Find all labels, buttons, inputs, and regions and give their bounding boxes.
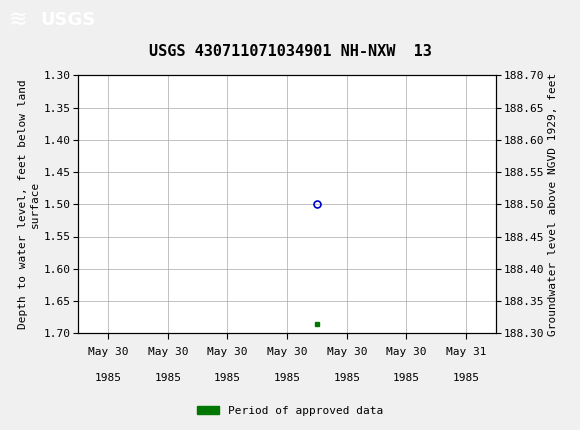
Text: 1985: 1985 <box>334 373 360 383</box>
Text: May 30: May 30 <box>327 347 367 357</box>
Text: May 30: May 30 <box>267 347 307 357</box>
Text: 1985: 1985 <box>214 373 241 383</box>
Text: ≋: ≋ <box>9 10 27 30</box>
Text: May 30: May 30 <box>147 347 188 357</box>
Text: May 31: May 31 <box>446 347 486 357</box>
Text: 1985: 1985 <box>154 373 182 383</box>
Text: 1985: 1985 <box>95 373 122 383</box>
Text: May 30: May 30 <box>207 347 248 357</box>
Text: USGS 430711071034901 NH-NXW  13: USGS 430711071034901 NH-NXW 13 <box>148 44 432 59</box>
Text: 1985: 1985 <box>452 373 480 383</box>
Y-axis label: Groundwater level above NGVD 1929, feet: Groundwater level above NGVD 1929, feet <box>548 73 558 336</box>
Text: USGS: USGS <box>41 11 96 29</box>
Text: 1985: 1985 <box>393 373 420 383</box>
Legend: Period of approved data: Period of approved data <box>193 401 387 420</box>
Text: 1985: 1985 <box>274 373 300 383</box>
Text: May 30: May 30 <box>88 347 128 357</box>
Y-axis label: Depth to water level, feet below land
surface: Depth to water level, feet below land su… <box>18 80 39 329</box>
Text: May 30: May 30 <box>386 347 427 357</box>
